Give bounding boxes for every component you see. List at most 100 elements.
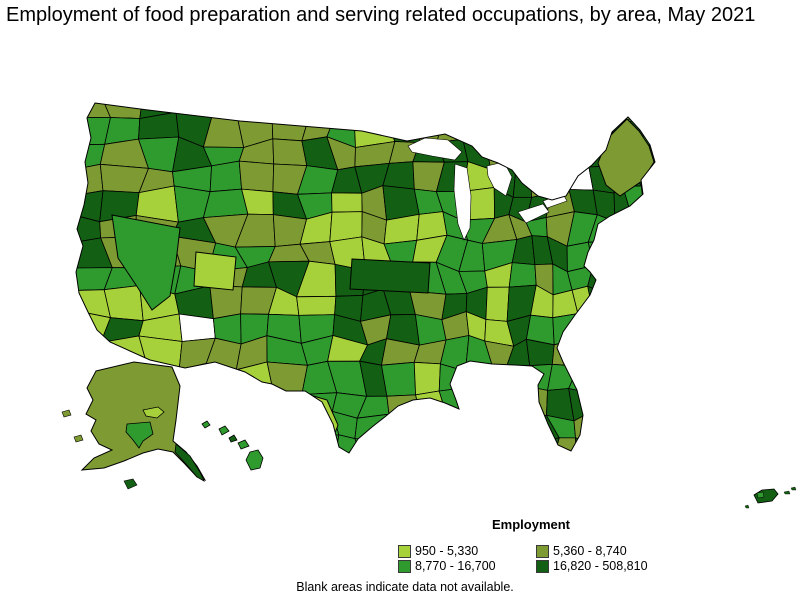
area-utah [193, 251, 237, 291]
puerto-rico-islet [744, 504, 750, 509]
map-area [606, 239, 627, 271]
area-alaska-panhandle [174, 443, 205, 482]
map-area [202, 103, 238, 117]
alaska-island [61, 409, 72, 418]
map-area [641, 241, 655, 268]
map-area [413, 361, 441, 396]
conus-outline [75, 102, 656, 454]
map-area [658, 241, 671, 270]
map-area [575, 103, 596, 122]
map-area [485, 286, 510, 322]
map-area [536, 103, 557, 122]
map-area [529, 137, 551, 167]
legend-grid: 950 - 5,330 5,360 - 8,740 8,770 - 16,700… [398, 545, 664, 573]
map-area [505, 365, 531, 392]
map-area [622, 439, 643, 453]
map-area [527, 386, 548, 419]
map-area [659, 170, 670, 192]
map-area [575, 437, 596, 453]
alaska-group [61, 361, 207, 490]
map-area [329, 211, 363, 243]
map-area [381, 361, 417, 397]
map-area [103, 285, 144, 322]
map-area [603, 439, 627, 453]
map-area [270, 392, 303, 416]
map-area [532, 115, 552, 145]
map-area [206, 439, 243, 453]
map-area [602, 310, 629, 346]
map-area [266, 361, 308, 396]
map-area [587, 439, 609, 453]
area-puerto-rico-metro [756, 491, 765, 499]
map-area [639, 413, 653, 445]
puerto-rico-islet [783, 490, 791, 495]
map-area [640, 185, 655, 223]
map-area [661, 336, 671, 363]
map-area [608, 287, 633, 317]
map-area [578, 337, 598, 370]
map-area [657, 360, 670, 396]
map-area [644, 285, 655, 322]
area-kansas [349, 258, 431, 294]
map-area [440, 409, 462, 437]
map-area [656, 143, 670, 171]
area-nevada [111, 214, 181, 311]
lake-superior [407, 137, 463, 161]
legend-swatch-class3 [398, 560, 411, 573]
map-area [505, 103, 539, 122]
map-area [650, 285, 655, 322]
map-area [354, 438, 395, 453]
map-area [459, 103, 496, 117]
map-area [552, 313, 580, 346]
map-area [625, 340, 644, 367]
map-area [624, 217, 647, 244]
map-area [624, 239, 644, 269]
map-area [209, 160, 243, 193]
map-area [614, 103, 634, 124]
map-area [585, 386, 617, 416]
legend-label-class2: 5,360 - 8,740 [553, 544, 627, 558]
map-area [296, 295, 337, 316]
map-area [527, 437, 560, 453]
map-area [639, 443, 653, 453]
area-molokai [228, 434, 238, 443]
map-area [625, 314, 646, 346]
area-fairbanks [142, 406, 165, 419]
map-area [609, 384, 627, 416]
map-area [172, 412, 217, 446]
map-area [331, 192, 363, 213]
map-area [641, 210, 655, 244]
map-area [652, 117, 655, 146]
map-area [649, 189, 655, 217]
alaska-island [73, 434, 84, 443]
map-area [649, 394, 655, 417]
map-area [549, 115, 577, 144]
lake-michigan [453, 163, 472, 241]
legend-swatch-class1 [398, 545, 411, 558]
map-area [508, 262, 537, 288]
map-area [485, 444, 515, 453]
map-area [636, 103, 655, 122]
map-area [386, 394, 422, 418]
legend-item-class1: 950 - 5,330 [398, 545, 536, 558]
map-area [642, 266, 655, 293]
map-area [638, 362, 655, 397]
map-area [238, 160, 275, 193]
area-kodiak-island [123, 478, 138, 490]
map-area [622, 364, 648, 386]
map-area [652, 103, 655, 122]
map-area [410, 408, 446, 446]
map-area [605, 217, 633, 243]
map-area [76, 163, 104, 196]
legend-item-class2: 5,360 - 8,740 [536, 545, 664, 558]
map-area [640, 384, 655, 415]
map-area [505, 386, 531, 419]
map-area [460, 384, 489, 416]
map-area [271, 434, 309, 453]
map-area [547, 159, 570, 194]
puerto-rico-group [744, 486, 797, 509]
map-area [612, 268, 633, 298]
legend-item-class3: 8,770 - 16,700 [398, 560, 536, 573]
map-area [382, 185, 420, 221]
map-area [173, 103, 213, 117]
